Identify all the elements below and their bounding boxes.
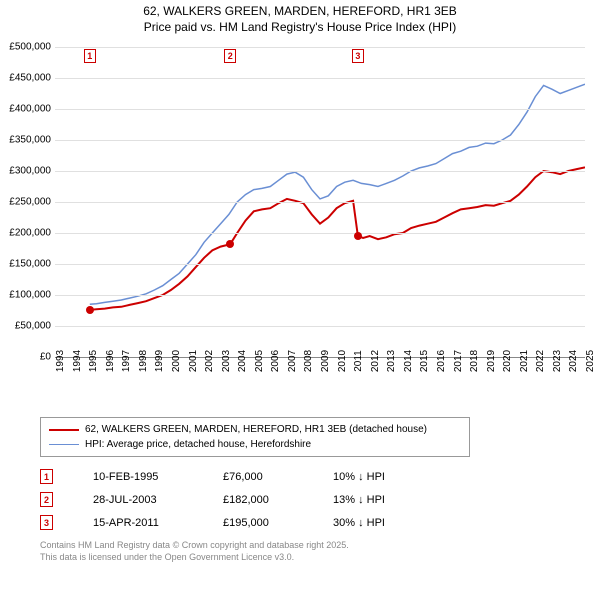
x-tick-label: 2013 <box>386 350 397 372</box>
sale-marker-1: 1 <box>84 49 96 63</box>
x-tick-label: 1994 <box>72 350 83 372</box>
sale-price: £76,000 <box>223 471 293 483</box>
x-tick-label: 2017 <box>453 350 464 372</box>
y-tick-label: £300,000 <box>9 166 51 177</box>
gridline <box>55 109 585 110</box>
x-tick-label: 2010 <box>337 350 348 372</box>
x-tick-label: 2009 <box>320 350 331 372</box>
y-tick-label: £100,000 <box>9 290 51 301</box>
sale-marker-2: 2 <box>224 49 236 63</box>
x-tick-label: 2006 <box>270 350 281 372</box>
y-axis: £0£50,000£100,000£150,000£200,000£250,00… <box>0 47 55 357</box>
sales-row: 3 15-APR-2011 £195,000 30% ↓ HPI <box>40 511 600 534</box>
sale-dot-1 <box>86 306 94 314</box>
x-tick-label: 2016 <box>436 350 447 372</box>
gridline <box>55 233 585 234</box>
x-tick-label: 2022 <box>535 350 546 372</box>
gridline <box>55 264 585 265</box>
sale-price: £195,000 <box>223 517 293 529</box>
title-line-2: Price paid vs. HM Land Registry's House … <box>0 20 600 36</box>
y-tick-label: £450,000 <box>9 73 51 84</box>
y-tick-label: £350,000 <box>9 135 51 146</box>
y-tick-label: £50,000 <box>15 321 51 332</box>
sale-date: 10-FEB-1995 <box>93 471 183 483</box>
series-hpi <box>90 84 585 304</box>
x-tick-label: 2025 <box>585 350 596 372</box>
y-tick-label: £500,000 <box>9 42 51 53</box>
legend-swatch <box>49 444 79 446</box>
chart-container: 62, WALKERS GREEN, MARDEN, HEREFORD, HR1… <box>0 0 600 590</box>
gridline <box>55 295 585 296</box>
sale-hpi-diff: 30% ↓ HPI <box>333 517 423 529</box>
x-tick-label: 2014 <box>403 350 414 372</box>
x-tick-label: 2003 <box>221 350 232 372</box>
legend-label: HPI: Average price, detached house, Here… <box>85 437 311 452</box>
sales-row: 2 28-JUL-2003 £182,000 13% ↓ HPI <box>40 488 600 511</box>
sale-price: £182,000 <box>223 494 293 506</box>
x-tick-label: 2004 <box>237 350 248 372</box>
x-tick-label: 2020 <box>502 350 513 372</box>
x-tick-label: 2002 <box>204 350 215 372</box>
title-line-1: 62, WALKERS GREEN, MARDEN, HEREFORD, HR1… <box>0 4 600 20</box>
sale-hpi-diff: 13% ↓ HPI <box>333 494 423 506</box>
y-tick-label: £250,000 <box>9 197 51 208</box>
y-tick-label: £0 <box>40 352 51 363</box>
x-tick-label: 2012 <box>370 350 381 372</box>
series-property <box>90 167 585 310</box>
sale-hpi-diff: 10% ↓ HPI <box>333 471 423 483</box>
chart-area: £0 £50,000 £100,000 £150,000 £200,000 £250,00… <box>0 37 600 417</box>
sale-number: 3 <box>40 515 53 530</box>
gridline <box>55 140 585 141</box>
x-tick-label: 2023 <box>552 350 563 372</box>
x-tick-label: 2001 <box>188 350 199 372</box>
y-tick-label: £400,000 <box>9 104 51 115</box>
footer-line-1: Contains HM Land Registry data © Crown c… <box>40 540 600 552</box>
sales-row: 1 10-FEB-1995 £76,000 10% ↓ HPI <box>40 465 600 488</box>
x-tick-label: 2007 <box>287 350 298 372</box>
sale-dot-3 <box>354 232 362 240</box>
legend-row: HPI: Average price, detached house, Here… <box>49 437 461 452</box>
gridline <box>55 78 585 79</box>
legend: 62, WALKERS GREEN, MARDEN, HEREFORD, HR1… <box>40 417 470 457</box>
x-tick-label: 2015 <box>419 350 430 372</box>
x-tick-label: 2019 <box>486 350 497 372</box>
x-tick-label: 1996 <box>105 350 116 372</box>
sale-date: 28-JUL-2003 <box>93 494 183 506</box>
sale-number: 1 <box>40 469 53 484</box>
footer: Contains HM Land Registry data © Crown c… <box>40 540 600 563</box>
legend-swatch <box>49 429 79 431</box>
legend-row: 62, WALKERS GREEN, MARDEN, HEREFORD, HR1… <box>49 422 461 437</box>
footer-line-2: This data is licensed under the Open Gov… <box>40 552 600 564</box>
x-tick-label: 2024 <box>568 350 579 372</box>
x-tick-label: 2018 <box>469 350 480 372</box>
x-tick-label: 1998 <box>138 350 149 372</box>
x-tick-label: 2008 <box>303 350 314 372</box>
y-tick-label: £150,000 <box>9 259 51 270</box>
sale-marker-3: 3 <box>352 49 364 63</box>
x-tick-label: 1997 <box>121 350 132 372</box>
x-tick-label: 1995 <box>88 350 99 372</box>
chart-title: 62, WALKERS GREEN, MARDEN, HEREFORD, HR1… <box>0 0 600 37</box>
gridline <box>55 202 585 203</box>
x-axis: 1993199419951996199719981999200020012002… <box>55 357 585 417</box>
x-tick-label: 2005 <box>254 350 265 372</box>
gridline <box>55 326 585 327</box>
x-tick-label: 2011 <box>353 350 364 372</box>
x-tick-label: 1999 <box>154 350 165 372</box>
plot-area: 1 2 3 <box>55 47 585 357</box>
legend-label: 62, WALKERS GREEN, MARDEN, HEREFORD, HR1… <box>85 422 427 437</box>
gridline <box>55 171 585 172</box>
sales-table: 1 10-FEB-1995 £76,000 10% ↓ HPI 2 28-JUL-2003… <box>40 465 600 534</box>
x-tick-label: 2000 <box>171 350 182 372</box>
sale-number: 2 <box>40 492 53 507</box>
sale-date: 15-APR-2011 <box>93 517 183 529</box>
x-tick-label: 2021 <box>519 350 530 372</box>
sale-dot-2 <box>226 240 234 248</box>
gridline <box>55 47 585 48</box>
x-tick-label: 1993 <box>55 350 66 372</box>
y-tick-label: £200,000 <box>9 228 51 239</box>
